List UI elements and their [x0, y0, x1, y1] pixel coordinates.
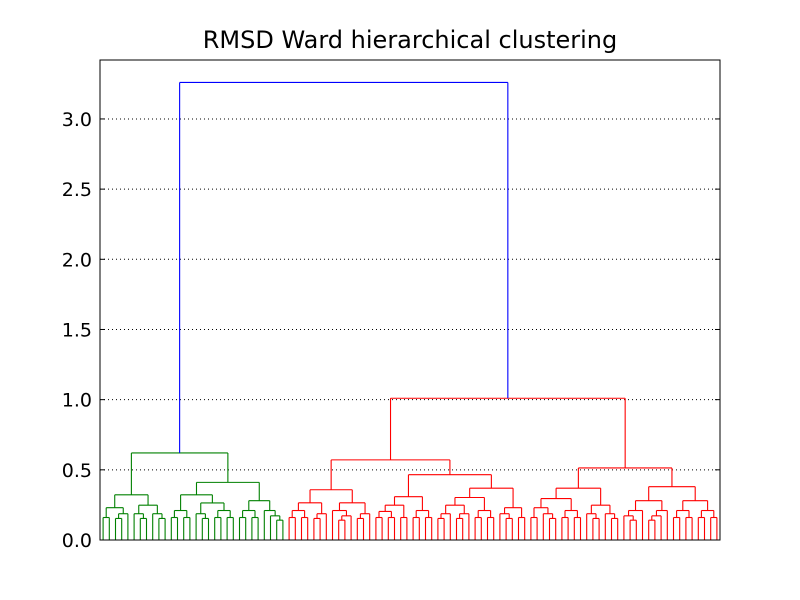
y-tick-label: 1.0 [62, 390, 92, 412]
chart-title: RMSD Ward hierarchical clustering [202, 26, 618, 54]
y-tick-label: 1.5 [62, 319, 92, 341]
grid-lines [100, 118, 720, 471]
y-tick-label: 0.5 [62, 460, 92, 482]
y-axis: 0.0 0.5 1.0 1.5 2.0 2.5 3.0 [62, 109, 720, 552]
plot-frame [99, 59, 721, 541]
y-tick-label: 3.0 [62, 109, 92, 131]
y-tick-label: 2.0 [62, 249, 92, 271]
y-tick-label: 2.5 [62, 179, 92, 201]
y-tick-label: 0.0 [62, 530, 92, 552]
dendrogram-links [102, 81, 718, 540]
